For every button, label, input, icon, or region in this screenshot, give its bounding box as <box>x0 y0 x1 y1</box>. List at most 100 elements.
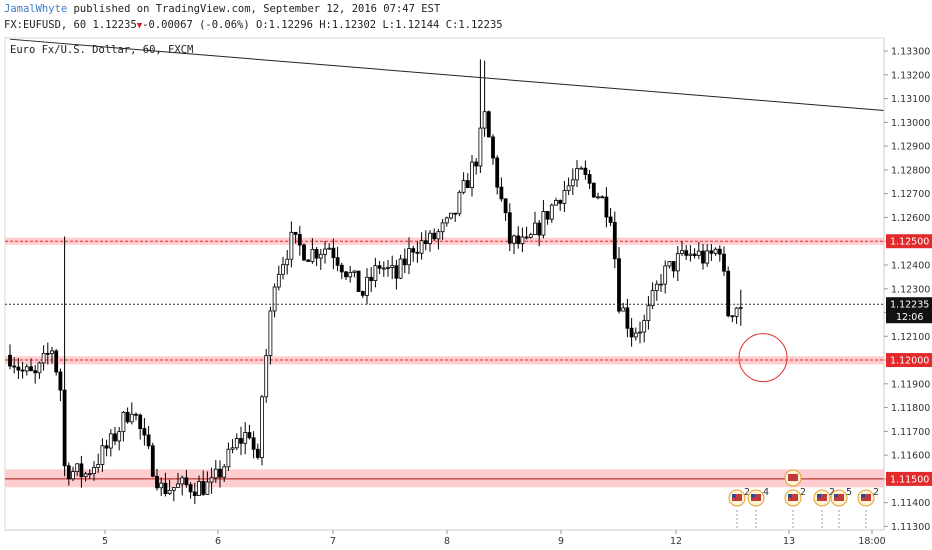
candle[interactable] <box>226 448 231 468</box>
candle[interactable] <box>432 232 437 240</box>
candle[interactable] <box>222 466 227 478</box>
candle[interactable] <box>533 222 537 236</box>
candle[interactable] <box>352 270 357 273</box>
candle[interactable] <box>642 320 647 333</box>
candle[interactable] <box>738 307 743 309</box>
candle[interactable] <box>163 482 168 495</box>
candle[interactable] <box>659 283 663 286</box>
candle[interactable] <box>339 264 344 273</box>
candle[interactable] <box>402 258 407 266</box>
economic-event-flag[interactable]: 2 <box>857 487 879 528</box>
economic-event-flag[interactable]: 2 <box>813 487 835 528</box>
candle[interactable] <box>79 463 84 478</box>
candle[interactable] <box>671 261 676 272</box>
candle[interactable] <box>75 463 80 472</box>
candle[interactable] <box>633 332 638 338</box>
candle[interactable] <box>100 445 105 465</box>
candle[interactable] <box>41 352 46 364</box>
candle[interactable] <box>461 180 466 193</box>
economic-event-flag[interactable]: 2 <box>784 487 806 528</box>
candle[interactable] <box>230 447 235 450</box>
candle[interactable] <box>583 167 588 175</box>
candle[interactable] <box>617 258 621 312</box>
candle[interactable] <box>243 432 248 444</box>
candle[interactable] <box>449 212 453 219</box>
candle[interactable] <box>503 198 508 214</box>
candle[interactable] <box>356 270 361 292</box>
candle[interactable] <box>8 354 12 367</box>
candle[interactable] <box>20 369 25 372</box>
candle[interactable] <box>629 327 634 338</box>
candle[interactable] <box>524 236 529 239</box>
candle[interactable] <box>171 487 176 491</box>
candle[interactable] <box>621 307 626 312</box>
candle[interactable] <box>213 468 218 479</box>
candle[interactable] <box>444 217 449 224</box>
economic-event-flag[interactable]: 5 <box>830 487 852 528</box>
candle[interactable] <box>390 265 395 268</box>
candle[interactable] <box>302 244 306 261</box>
economic-event-flag[interactable] <box>784 469 802 487</box>
candle[interactable] <box>705 250 710 264</box>
candle[interactable] <box>726 270 731 317</box>
candle[interactable] <box>83 473 88 478</box>
candle[interactable] <box>117 431 122 442</box>
candle[interactable] <box>520 236 525 244</box>
candle[interactable] <box>314 249 319 259</box>
candle[interactable] <box>108 433 113 449</box>
candle[interactable] <box>50 350 54 355</box>
candle[interactable] <box>717 248 722 255</box>
candle[interactable] <box>24 366 29 372</box>
candle[interactable] <box>327 247 332 250</box>
candle[interactable] <box>201 481 206 495</box>
candle[interactable] <box>541 211 546 236</box>
author-link[interactable]: JamalWhyte <box>4 3 68 15</box>
candle[interactable] <box>180 477 185 485</box>
candle[interactable] <box>45 352 50 355</box>
candle[interactable] <box>579 167 584 170</box>
candle[interactable] <box>650 290 655 307</box>
candle[interactable] <box>369 276 374 281</box>
candle[interactable] <box>625 307 630 329</box>
candle[interactable] <box>29 366 33 372</box>
candle[interactable] <box>667 261 672 267</box>
candle[interactable] <box>285 258 290 266</box>
candle[interactable] <box>239 438 243 444</box>
candle[interactable] <box>570 179 575 187</box>
candle[interactable] <box>692 253 697 256</box>
candle[interactable] <box>297 233 302 246</box>
candle[interactable] <box>247 432 252 439</box>
candle[interactable] <box>411 248 416 253</box>
candle[interactable] <box>512 235 516 244</box>
candle[interactable] <box>646 305 651 321</box>
candle[interactable] <box>142 428 147 436</box>
candle[interactable] <box>600 196 605 199</box>
candle[interactable] <box>33 370 38 374</box>
candle[interactable] <box>87 473 92 476</box>
candle[interactable] <box>701 250 705 264</box>
candle[interactable] <box>478 127 483 167</box>
candle[interactable] <box>146 434 151 447</box>
candle[interactable] <box>730 315 735 318</box>
candle[interactable] <box>167 489 172 495</box>
economic-event-flag[interactable]: 4 <box>747 487 769 528</box>
candle[interactable] <box>507 212 512 244</box>
candle[interactable] <box>688 253 693 256</box>
candle[interactable] <box>348 272 353 278</box>
candle[interactable] <box>176 483 180 488</box>
candle[interactable] <box>549 204 554 220</box>
candle[interactable] <box>331 247 336 259</box>
candle[interactable] <box>684 250 689 256</box>
candle[interactable] <box>360 291 365 296</box>
candle[interactable] <box>134 413 138 416</box>
candle[interactable] <box>92 467 96 475</box>
candle[interactable] <box>428 232 432 245</box>
candle[interactable] <box>491 136 495 159</box>
candle[interactable] <box>272 286 277 312</box>
candle[interactable] <box>654 283 659 291</box>
candle[interactable] <box>566 185 571 191</box>
candle[interactable] <box>335 257 340 266</box>
candle[interactable] <box>205 481 210 495</box>
candle[interactable] <box>268 310 273 357</box>
